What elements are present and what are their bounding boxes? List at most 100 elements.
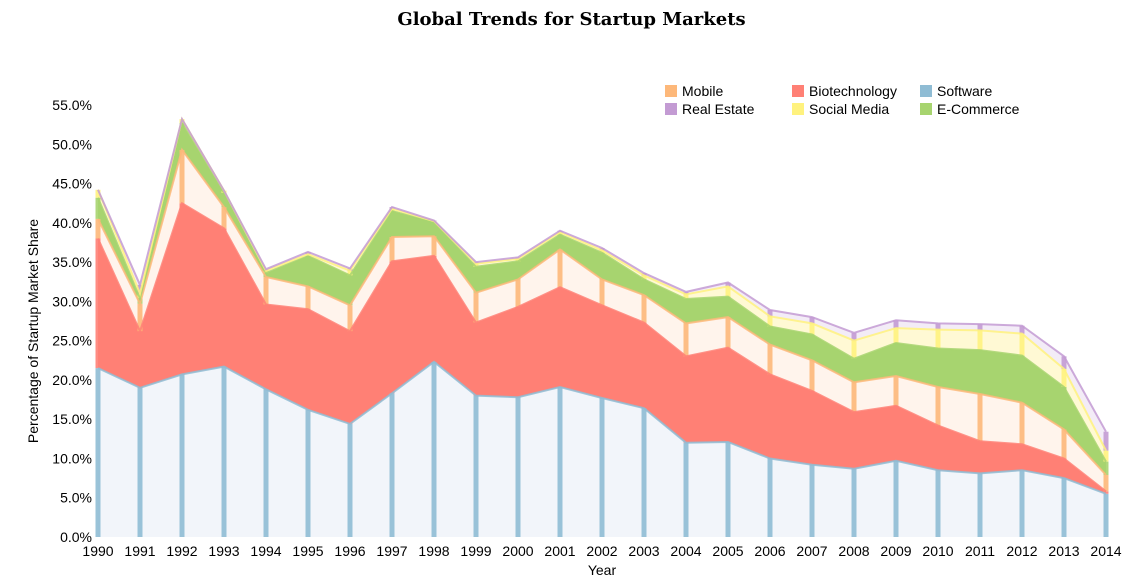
bar-e-commerce-1995	[305, 255, 311, 287]
y-tick-label: 5.0%	[60, 490, 92, 506]
bar-e-commerce-2011	[977, 350, 983, 395]
bar-real-estate-2008	[851, 332, 857, 341]
bar-software-1994	[263, 389, 269, 537]
bar-biotechnology-2008	[851, 412, 857, 469]
y-tick-label: 55.0%	[52, 97, 92, 113]
bar-e-commerce-2010	[935, 348, 941, 387]
y-tick-label: 10.0%	[52, 451, 92, 467]
bar-real-estate-2007	[809, 317, 815, 324]
bar-software-2014	[1103, 493, 1109, 537]
bar-social-media-1999	[473, 263, 479, 267]
x-tick-label: 1995	[292, 543, 323, 559]
bar-mobile-2012	[1019, 402, 1025, 445]
bar-social-media-1990	[95, 189, 101, 198]
x-tick-label: 2004	[670, 543, 701, 559]
bar-biotechnology-2003	[641, 322, 647, 409]
bar-biotechnology-2006	[767, 374, 773, 459]
legend-label-software: Software	[937, 83, 992, 99]
bar-e-commerce-2014	[1103, 461, 1109, 475]
bar-mobile-2000	[515, 279, 521, 307]
bar-e-commerce-1990	[95, 197, 101, 219]
bar-e-commerce-1992	[179, 123, 185, 150]
legend-label-biotechnology: Biotechnology	[809, 83, 897, 99]
bar-e-commerce-2001	[557, 234, 563, 250]
bar-biotechnology-1991	[137, 331, 143, 388]
bar-e-commerce-2009	[893, 343, 899, 376]
x-tick-label: 1992	[166, 543, 197, 559]
x-tick-label: 2014	[1090, 543, 1121, 559]
series-lines	[97, 116, 1107, 495]
line-biotechnology	[97, 201, 1107, 493]
bar-mobile-1991	[137, 303, 143, 332]
bar-social-media-2008	[851, 340, 857, 359]
bar-software-1991	[137, 387, 143, 537]
bar-biotechnology-1998	[431, 255, 437, 362]
x-tick-label: 2009	[880, 543, 911, 559]
bar-software-1997	[389, 393, 395, 537]
bar-mobile-1999	[473, 292, 479, 323]
bar-biotechnology-2013	[1061, 458, 1067, 479]
y-axis-label: Percentage of Startup Market Share	[25, 219, 41, 443]
bar-e-commerce-2012	[1019, 355, 1025, 403]
bar-biotechnology-2005	[725, 347, 731, 442]
legend-swatch-software	[920, 85, 932, 97]
bar-e-commerce-2000	[515, 261, 521, 280]
legend-swatch-biotechnology	[792, 85, 804, 97]
bar-mobile-2004	[683, 323, 689, 357]
y-tick-label: 30.0%	[52, 293, 92, 309]
y-tick-label: 40.0%	[52, 215, 92, 231]
bar-biotechnology-2011	[977, 441, 983, 474]
bar-social-media-2011	[977, 330, 983, 350]
bar-mobile-1993	[221, 207, 227, 229]
x-tick-label: 2005	[712, 543, 743, 559]
bar-e-commerce-1998	[431, 222, 437, 237]
bar-social-media-2005	[725, 286, 731, 297]
bar-biotechnology-2004	[683, 356, 689, 443]
x-tick-label: 1997	[376, 543, 407, 559]
x-tick-label: 2006	[754, 543, 785, 559]
bar-e-commerce-2003	[641, 279, 647, 296]
bar-software-1996	[347, 423, 353, 537]
bar-e-commerce-2004	[683, 299, 689, 324]
bar-software-1992	[179, 374, 185, 537]
bar-software-1999	[473, 395, 479, 537]
bar-biotechnology-1990	[95, 238, 101, 369]
legend-label-e-commerce: E-Commerce	[937, 101, 1020, 117]
line-software	[97, 360, 1107, 495]
bar-mobile-2003	[641, 295, 647, 323]
bar-software-1993	[221, 366, 227, 537]
y-tick-label: 0.0%	[60, 529, 92, 545]
bar-biotechnology-2012	[1019, 444, 1025, 471]
bar-mobile-1996	[347, 305, 353, 332]
bar-real-estate-2011	[977, 324, 983, 331]
x-tick-label: 2012	[1006, 543, 1037, 559]
x-tick-label: 1999	[460, 543, 491, 559]
bar-real-estate-1995	[305, 251, 311, 255]
x-tick-label: 1991	[124, 543, 155, 559]
legend-swatch-mobile	[665, 85, 677, 97]
bar-biotechnology-1997	[389, 261, 395, 394]
bar-biotechnology-2010	[935, 425, 941, 471]
bar-real-estate-2002	[599, 248, 605, 251]
bar-software-2010	[935, 470, 941, 537]
bar-social-media-2004	[683, 294, 689, 299]
bar-biotechnology-2014	[1103, 491, 1109, 494]
bar-social-media-2009	[893, 328, 899, 343]
legend-label-social-media: Social Media	[809, 101, 889, 117]
bar-mobile-1995	[305, 286, 311, 310]
bar-e-commerce-2005	[725, 296, 731, 318]
x-tick-label: 2007	[796, 543, 827, 559]
bar-software-2011	[977, 473, 983, 537]
bar-biotechnology-2002	[599, 305, 605, 398]
x-tick-label: 2010	[922, 543, 953, 559]
bar-software-2008	[851, 468, 857, 537]
bar-biotechnology-1995	[305, 309, 311, 410]
legend-label-mobile: Mobile	[682, 83, 723, 99]
bar-mobile-2001	[557, 249, 563, 288]
bar-mobile-2005	[725, 317, 731, 348]
bar-software-2009	[893, 460, 899, 537]
bar-mobile-2010	[935, 387, 941, 426]
bar-software-2012	[1019, 470, 1025, 537]
